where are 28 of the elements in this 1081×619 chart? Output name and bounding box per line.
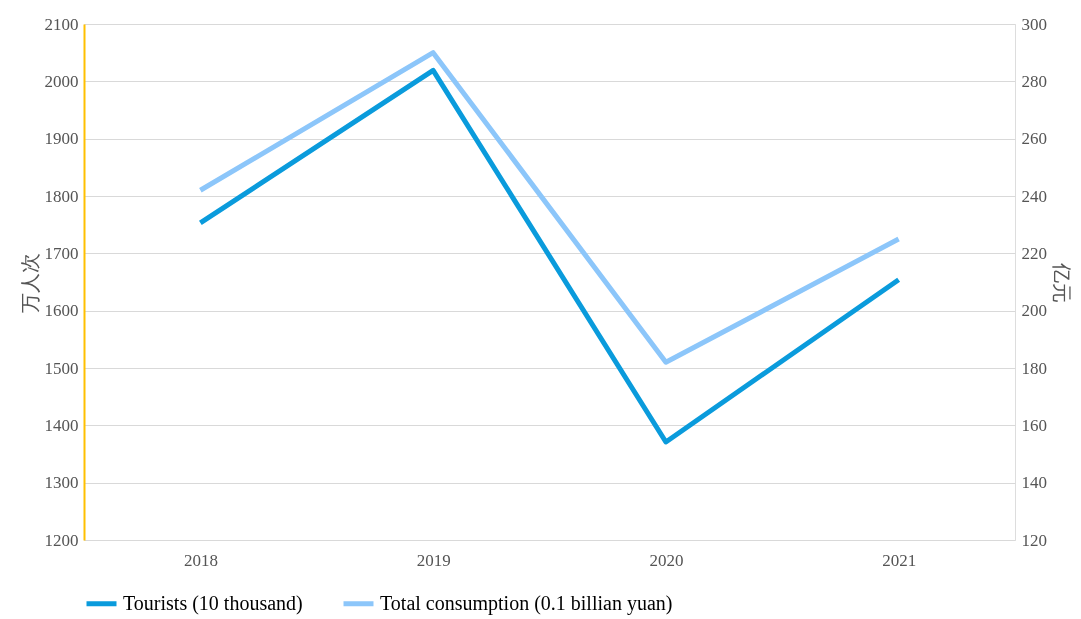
y2-tick-label: 160: [1021, 415, 1047, 435]
y-tick-label: 1400: [44, 415, 79, 435]
x-tick-label: 2020: [649, 550, 684, 570]
y2-tick-label: 140: [1021, 473, 1047, 493]
y-tick-label: 1700: [44, 243, 79, 263]
y-axis-title: 万人次: [17, 252, 42, 313]
y-tick-label: 1900: [44, 129, 79, 149]
y-tick-label: 2000: [44, 71, 79, 91]
y-tick-label: 1300: [44, 473, 79, 493]
y-tick-label: 1200: [44, 530, 79, 550]
y2-tick-label: 260: [1021, 129, 1047, 149]
y2-tick-label: 180: [1021, 358, 1047, 378]
y2-tick-label: 300: [1021, 14, 1047, 34]
y2-tick-label: 280: [1021, 71, 1047, 91]
legend-label: Total consumption (0.1 billian yuan): [380, 591, 673, 615]
y2-tick-label: 220: [1021, 243, 1047, 263]
y-tick-label: 1600: [44, 301, 79, 321]
y-tick-label: 1800: [44, 186, 79, 206]
y2-axis-title: 亿元: [1050, 261, 1074, 303]
x-tick-label: 2018: [183, 550, 218, 570]
x-tick-label: 2019: [416, 550, 451, 570]
y2-tick-label: 200: [1021, 301, 1047, 321]
y-tick-label: 2100: [44, 14, 79, 34]
legend-label: Tourists (10 thousand): [123, 591, 303, 615]
y-tick-label: 1500: [44, 358, 79, 378]
y2-tick-label: 120: [1021, 530, 1047, 550]
y2-tick-label: 240: [1021, 186, 1047, 206]
x-tick-label: 2021: [882, 550, 917, 570]
